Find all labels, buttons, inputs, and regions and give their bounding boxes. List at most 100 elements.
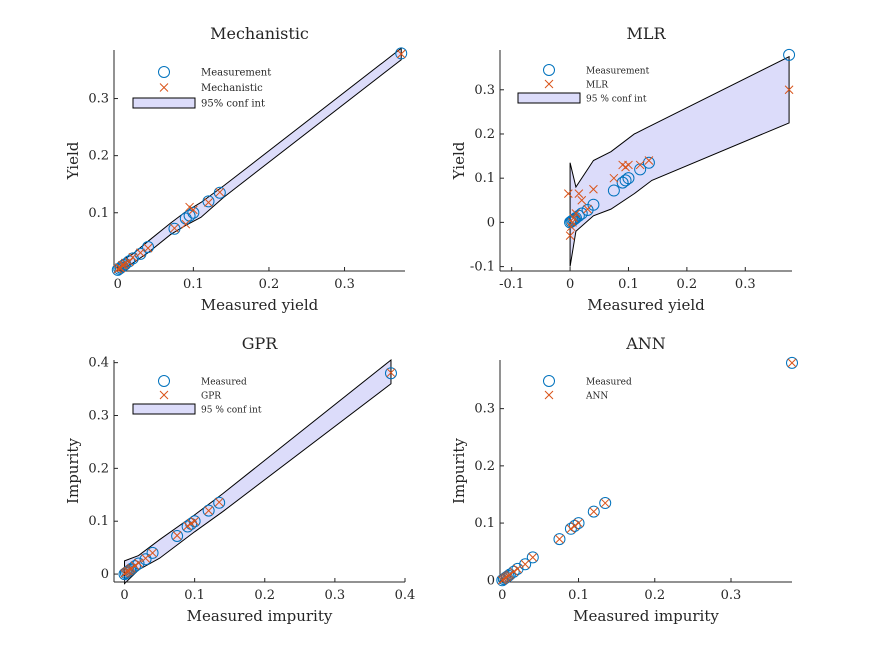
prediction-point <box>189 205 198 215</box>
x-tick-label: 0.1 <box>184 588 205 603</box>
prediction-point <box>181 219 191 229</box>
y-tick-label: 0.2 <box>88 461 109 476</box>
measurement-point <box>519 558 532 571</box>
legend: Measured ANN <box>543 375 632 402</box>
measurement-point <box>642 156 655 169</box>
measurement-point <box>526 551 539 564</box>
y-tick-label: 0.3 <box>88 92 109 107</box>
prediction-point <box>571 209 581 218</box>
prediction-point <box>574 518 583 528</box>
prediction-point <box>513 564 522 574</box>
legend-circle-swatch <box>543 64 555 76</box>
measurement-point <box>113 262 126 275</box>
measurement-point <box>187 206 200 219</box>
legend-label: 95 % conf int <box>586 95 647 105</box>
x-tick-label: 0.1 <box>183 277 204 292</box>
prediction-point <box>644 156 654 165</box>
x-tick-label: 0.2 <box>677 277 698 292</box>
prediction-point <box>566 524 576 534</box>
x-axis-label: Measured impurity <box>187 607 333 625</box>
prediction-point <box>124 257 134 267</box>
prediction-point <box>204 506 214 515</box>
measurement-point <box>568 519 581 532</box>
y-axis-label: Yield <box>450 141 468 180</box>
prediction-point <box>569 213 578 223</box>
prediction-point <box>635 160 645 170</box>
x-tick-label: 0 <box>120 588 128 603</box>
x-tick-label: 0.3 <box>735 277 756 292</box>
measurement-point <box>395 47 408 60</box>
legend-band-swatch <box>132 403 196 415</box>
measurement-point <box>553 533 566 546</box>
x-tick-label: 0 <box>114 277 122 292</box>
prediction-point <box>214 497 224 507</box>
subplot-title: Mechanistic <box>210 24 309 43</box>
prediction-point <box>505 570 515 579</box>
prediction-point <box>577 195 587 205</box>
prediction-point <box>141 553 150 563</box>
prediction-point <box>204 198 213 207</box>
subplot-mlr: -0.1 0 0.1 0.2 0.3 -0.1 0 0.1 0.2 0.3 MLR Measured … <box>450 24 796 314</box>
measurement-point <box>607 184 620 197</box>
x-tick-label: 0.2 <box>254 588 275 603</box>
prediction-point <box>784 85 794 95</box>
measurement-point <box>564 522 577 535</box>
legend-label: ANN <box>585 392 608 402</box>
legend: Measurement MLR 95 % conf int <box>517 64 650 105</box>
confidence-band <box>569 55 790 267</box>
y-tick-label: 0.2 <box>474 127 495 142</box>
y-tick-label: 0 <box>101 567 109 582</box>
legend-label: Measured <box>201 378 247 388</box>
prediction-point <box>787 358 797 368</box>
legend-label: GPR <box>201 392 221 402</box>
y-tick-label: -0.1 <box>470 260 495 275</box>
x-tick-label: 0 <box>566 277 574 292</box>
y-tick-label: 0.3 <box>88 409 109 424</box>
x-tick-label: 0.2 <box>644 588 665 603</box>
prediction-point <box>185 202 194 212</box>
legend-label: Measured <box>586 378 632 388</box>
legend-label: Mechanistic <box>201 83 263 94</box>
legend-x-swatch <box>544 390 554 400</box>
subplot-ann: 0 0.1 0.2 0.3 0 0.1 0.2 0.3 ANN Measured impurity… <box>450 334 798 625</box>
y-tick-label: 0.2 <box>474 459 495 474</box>
measurement-point <box>139 553 152 566</box>
confidence-band <box>124 358 392 585</box>
prediction-point <box>563 189 573 199</box>
measurement-point <box>619 174 632 187</box>
legend-label: Measurement <box>201 68 271 79</box>
x-tick-label: 0.2 <box>259 277 280 292</box>
subplot-title: GPR <box>242 334 279 353</box>
measurement-point <box>111 263 124 276</box>
prediction-point <box>172 531 182 540</box>
y-tick-label: 0.1 <box>474 171 495 186</box>
y-tick-label: 0.1 <box>88 206 109 221</box>
legend-x-swatch <box>159 390 169 400</box>
x-axis-label: Measured yield <box>201 296 319 314</box>
legend-label: 95 % conf int <box>201 406 262 416</box>
measurement-point <box>213 186 226 199</box>
prediction-point <box>148 548 157 558</box>
prediction-point <box>136 248 145 258</box>
prediction-point <box>624 160 633 170</box>
y-axis-label: Impurity <box>450 438 468 504</box>
measurement-point <box>599 497 612 510</box>
prediction-point <box>555 534 564 544</box>
prediction-point <box>130 561 140 570</box>
measurement-point <box>202 504 215 517</box>
legend-label: Measurement <box>586 67 650 77</box>
prediction-point <box>570 521 580 531</box>
measurement-point <box>634 163 647 176</box>
measurement-point <box>783 48 796 61</box>
y-tick-label: 0.4 <box>88 356 109 371</box>
subplot-gpr: 0 0.1 0.2 0.3 0.4 0 0.1 0.2 0.3 0.4 GPR Measured im… <box>64 334 415 625</box>
measurement-point <box>384 367 397 380</box>
y-tick-label: 0.1 <box>88 514 109 529</box>
prediction-point <box>170 223 179 233</box>
prediction-point <box>574 189 584 199</box>
y-axis-label: Impurity <box>64 438 82 504</box>
measurement-point <box>622 172 635 185</box>
y-tick-label: 0.1 <box>474 516 495 531</box>
x-tick-label: -0.1 <box>499 277 524 292</box>
